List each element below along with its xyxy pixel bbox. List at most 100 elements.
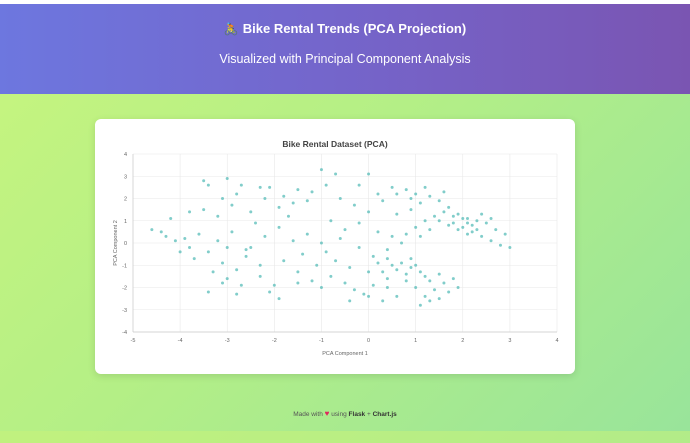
scatter-point [494, 228, 498, 232]
scatter-point [414, 286, 418, 289]
y-tick-label: 3 [124, 174, 127, 180]
scatter-point [371, 254, 375, 258]
scatter-point [277, 225, 281, 229]
scatter-point [348, 299, 352, 303]
scatter-point [225, 277, 229, 281]
scatter-point [291, 239, 295, 243]
scatter-point [376, 261, 380, 265]
scatter-point [192, 257, 196, 261]
scatter-point [206, 183, 210, 187]
scatter-point [423, 219, 427, 223]
scatter-point [253, 221, 257, 225]
scatter-point [395, 268, 399, 272]
scatter-point [202, 179, 206, 183]
scatter-point [484, 221, 488, 225]
scatter-point [164, 234, 168, 238]
scatter-point [221, 281, 225, 285]
scatter-point [277, 297, 281, 301]
scatter-point [230, 230, 234, 234]
scatter-point [414, 263, 418, 267]
scatter-point [404, 188, 408, 192]
scatter-point [315, 263, 319, 267]
scatter-point [235, 192, 239, 196]
footer-tech-flask: Flask [348, 411, 366, 418]
scatter-point [310, 279, 314, 283]
scatter-point [409, 265, 413, 269]
scatter-point [159, 230, 163, 234]
scatter-point [437, 272, 441, 276]
scatter-point [338, 237, 342, 241]
data-points [150, 168, 512, 307]
y-tick-label: -2 [122, 286, 127, 292]
scatter-point [225, 245, 229, 249]
scatter-point [277, 205, 281, 209]
scatter-point [244, 248, 248, 252]
y-tick-label: 4 [124, 152, 127, 158]
x-tick-label: -3 [225, 338, 230, 344]
scatter-point [461, 217, 465, 221]
y-tick-label: -3 [122, 308, 127, 314]
scatter-point [418, 270, 422, 274]
scatter-point [404, 279, 408, 283]
scatter-point [367, 270, 371, 274]
scatter-point [428, 299, 432, 303]
scatter-point [329, 274, 333, 278]
x-axis-ticks: -5 -4 -3 -2 -1 0 1 2 3 4 [131, 338, 559, 344]
scatter-point [390, 263, 394, 267]
scatter-point [385, 257, 389, 261]
scatter-point [433, 214, 437, 218]
scatter-point [376, 192, 380, 196]
x-tick-label: -2 [272, 338, 277, 344]
x-tick-label: -1 [319, 338, 324, 344]
scatter-point [442, 210, 446, 214]
scatter-point [395, 192, 399, 196]
scatter-point [183, 237, 187, 241]
scatter-point [433, 288, 437, 292]
scatter-point [258, 263, 262, 267]
scatter-point [305, 199, 309, 203]
scatter-point [381, 199, 385, 203]
scatter-point [367, 210, 371, 214]
scatter-point [418, 303, 422, 307]
scatter-point [461, 225, 465, 229]
scatter-point [338, 197, 342, 200]
scatter-point [235, 292, 239, 296]
scatter-point [319, 286, 323, 289]
scatter-point [508, 245, 512, 249]
scatter-point [381, 299, 385, 303]
scatter-point [296, 188, 300, 192]
scatter-point [324, 183, 328, 187]
top-edge-strip [0, 0, 690, 4]
x-tick-label: -4 [178, 338, 183, 344]
scatter-point [465, 221, 469, 225]
scatter-point [418, 234, 422, 238]
scatter-point [206, 250, 210, 254]
scatter-point [480, 234, 484, 238]
scatter-point [423, 274, 427, 278]
y-tick-label: -1 [122, 263, 127, 269]
scatter-point [348, 265, 352, 269]
scatter-point [418, 201, 422, 205]
scatter-point [301, 252, 305, 256]
scatter-point [173, 239, 177, 243]
scatter-point [263, 197, 267, 200]
scatter-point [447, 290, 451, 294]
scatter-point [451, 221, 455, 225]
scatter-chart: Bike Rental Dataset (PCA) -5 -4 -3 -2 -1 0 1 2 3… [113, 139, 559, 357]
scatter-point [390, 185, 394, 189]
scatter-point [216, 214, 220, 218]
scatter-point [456, 286, 460, 289]
scatter-point [503, 232, 507, 236]
scatter-point [150, 228, 154, 232]
scatter-point [216, 239, 220, 243]
scatter-point [400, 261, 404, 265]
scatter-point [371, 283, 375, 287]
scatter-point [188, 210, 192, 214]
scatter-point [239, 183, 243, 187]
scatter-point [385, 277, 389, 281]
scatter-point [268, 185, 272, 189]
scatter-point [409, 197, 413, 200]
scatter-point [357, 245, 361, 249]
scatter-point [470, 223, 474, 227]
scatter-point [357, 183, 361, 187]
